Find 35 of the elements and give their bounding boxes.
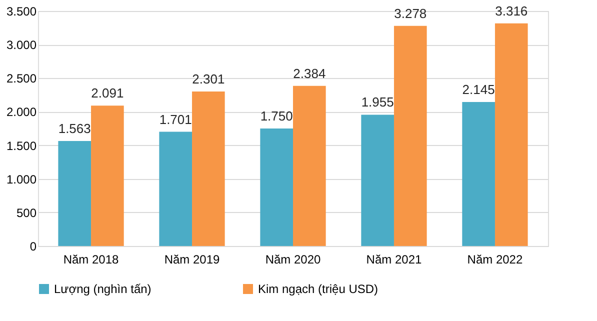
legend-label: Lượng (nghìn tấn)	[54, 282, 152, 296]
data-label: 2.091	[91, 86, 124, 101]
bar	[361, 114, 394, 246]
y-tick-label: 3.000	[6, 38, 37, 52]
legend-label: Kim ngạch (triệu USD)	[258, 282, 378, 296]
y-tick-label: 3.500	[6, 4, 37, 18]
data-label: 2.384	[293, 66, 326, 81]
y-tick-label: 2.500	[6, 72, 37, 86]
y-tick-label: 0	[30, 240, 37, 254]
y-tick-label: 2.000	[6, 105, 37, 120]
bar	[192, 92, 225, 246]
x-tick-label: Năm 2022	[467, 252, 523, 266]
bar	[91, 106, 124, 246]
data-label: 2.145	[462, 82, 495, 97]
data-label: 2.301	[192, 72, 225, 87]
data-label: 1.750	[260, 108, 293, 124]
y-tick-label: 1.500	[6, 138, 37, 153]
y-tick-label: 1.000	[6, 172, 37, 186]
x-tick-label: Năm 2019	[164, 252, 220, 266]
bar	[293, 86, 326, 246]
x-tick-label: Năm 2021	[366, 252, 422, 266]
data-label: 1.955	[361, 94, 394, 110]
bar	[159, 132, 192, 246]
bar	[462, 102, 495, 246]
bar	[494, 23, 528, 246]
data-label: 3.316	[495, 3, 528, 18]
y-tick-label: 500	[16, 206, 37, 220]
data-label: 1.563	[58, 121, 91, 136]
bar	[260, 128, 293, 246]
bar	[58, 141, 92, 246]
data-label: 1.701	[159, 112, 192, 127]
data-label: 3.278	[394, 6, 427, 21]
x-tick-label: Năm 2020	[265, 252, 322, 266]
bar	[394, 26, 427, 246]
x-tick-label: Năm 2018	[63, 252, 120, 266]
